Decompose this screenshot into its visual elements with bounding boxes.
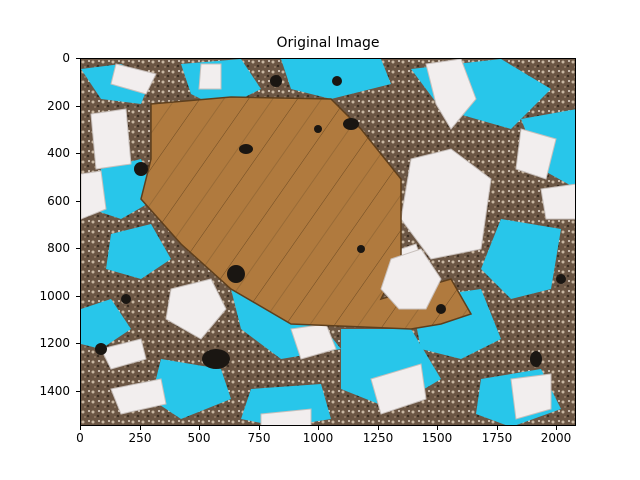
y-tick-label: 800 bbox=[47, 241, 70, 255]
y-tick-label: 1000 bbox=[39, 289, 70, 303]
y-tick bbox=[76, 343, 80, 344]
x-tick bbox=[556, 426, 557, 430]
y-tick-label: 400 bbox=[47, 146, 70, 160]
y-tick-label: 600 bbox=[47, 194, 70, 208]
y-tick bbox=[76, 391, 80, 392]
y-tick bbox=[76, 153, 80, 154]
y-tick bbox=[76, 58, 80, 59]
x-tick bbox=[199, 426, 200, 430]
inclusion-white bbox=[380, 248, 442, 310]
y-tick-label: 0 bbox=[62, 51, 70, 65]
x-tick-label: 250 bbox=[128, 431, 152, 445]
x-tick bbox=[497, 426, 498, 430]
x-tick bbox=[437, 426, 438, 430]
y-tick bbox=[76, 201, 80, 202]
x-tick bbox=[259, 426, 260, 430]
x-tick-label: 1250 bbox=[362, 431, 394, 445]
x-tick-label: 1750 bbox=[481, 431, 513, 445]
x-tick bbox=[318, 426, 319, 430]
opaque-grains bbox=[95, 75, 566, 369]
plot-title: Original Image bbox=[276, 35, 380, 51]
image-axes bbox=[80, 58, 576, 426]
y-tick bbox=[76, 248, 80, 249]
x-tick-label: 1000 bbox=[302, 431, 334, 445]
x-tick bbox=[378, 426, 379, 430]
x-tick-label: 2000 bbox=[540, 431, 572, 445]
thin-section-micrograph bbox=[81, 59, 575, 425]
x-tick bbox=[140, 426, 141, 430]
x-tick-label: 1500 bbox=[421, 431, 453, 445]
x-tick-label: 0 bbox=[76, 431, 84, 445]
y-tick bbox=[76, 106, 80, 107]
x-tick-label: 750 bbox=[247, 431, 271, 445]
y-tick-label: 200 bbox=[47, 99, 70, 113]
y-tick-label: 1400 bbox=[39, 384, 70, 398]
x-tick bbox=[80, 426, 81, 430]
y-tick bbox=[76, 296, 80, 297]
y-tick-label: 1200 bbox=[39, 336, 70, 350]
feldspar-crystals bbox=[81, 59, 575, 425]
x-tick-label: 500 bbox=[187, 431, 211, 445]
